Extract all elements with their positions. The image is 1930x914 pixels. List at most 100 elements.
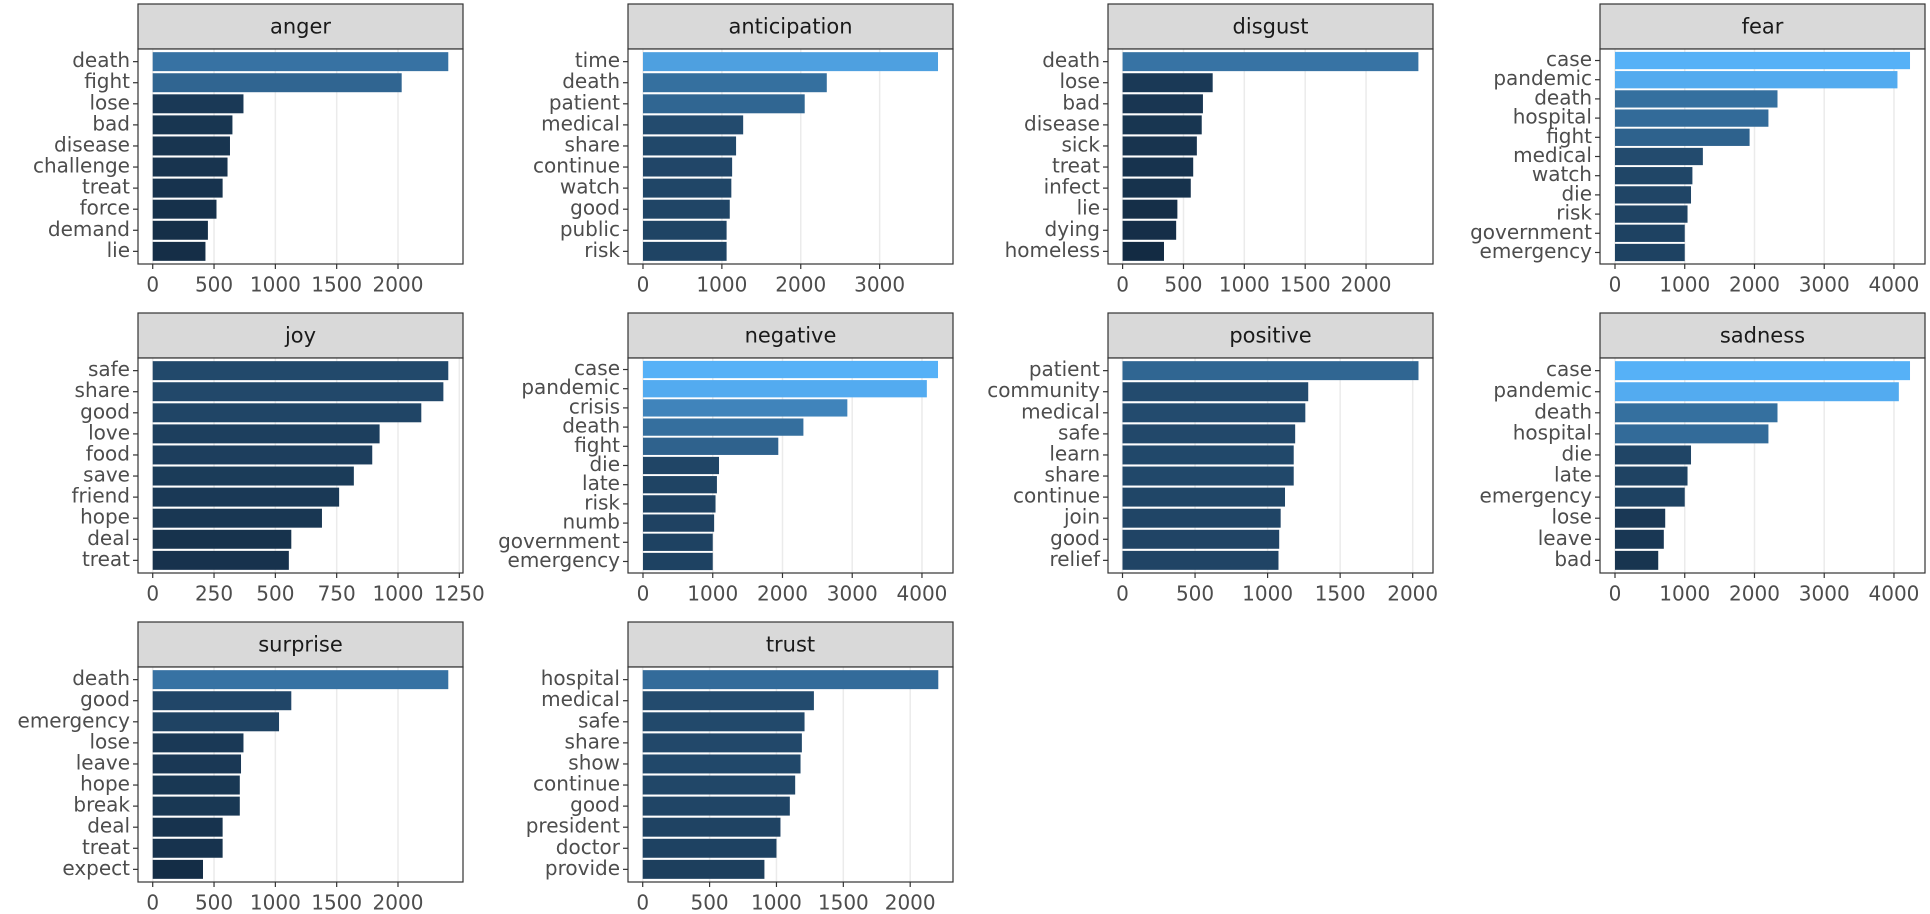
bar [152,52,449,72]
y-tick-label: learn [1049,441,1100,465]
y-tick-label: deal [87,814,130,838]
x-tick-label: 0 [1609,582,1622,606]
x-tick-label: 3000 [854,273,905,297]
bar [642,495,716,513]
x-tick-label: 1000 [751,891,802,914]
bar [152,733,244,753]
bar [1122,466,1294,486]
bar [152,73,402,93]
bar [1614,382,1899,402]
bar [152,775,240,795]
y-tick-label: community [987,378,1100,402]
bar [1122,361,1419,381]
x-tick-label: 2000 [775,273,826,297]
bar [1614,109,1769,127]
x-tick-label: 0 [146,273,159,297]
y-tick-label: force [80,196,130,220]
x-tick-label: 250 [195,582,233,606]
bar [1122,241,1164,261]
y-tick-label: lie [107,238,130,262]
bar [642,399,848,417]
bar [152,466,354,486]
bar [642,691,814,711]
strip [137,3,464,50]
y-tick-label: treat [82,835,130,859]
y-tick-label: death [562,69,620,93]
bar [152,838,223,858]
y-tick-label: death [1042,48,1100,72]
x-tick-label: 1000 [250,891,301,914]
x-tick-label: 1500 [1280,273,1331,297]
bar [152,859,203,879]
bar [152,115,233,135]
bar [152,403,422,423]
x-tick-label: 2000 [373,891,424,914]
x-tick-label: 500 [195,273,233,297]
panel-title: anger [270,15,331,39]
x-tick-label: 3000 [1799,273,1850,297]
panel-border [1107,48,1434,265]
bar [152,550,289,570]
bar [1122,508,1281,528]
y-tick-label: lose [1059,69,1100,93]
bar [642,73,827,93]
y-tick-label: emergency [1480,239,1593,263]
x-tick-label: 1500 [818,891,869,914]
x-tick-label: 750 [318,582,356,606]
y-tick-label: share [75,378,130,402]
bar [1614,529,1664,549]
bar [1122,220,1177,240]
bar [642,418,804,436]
x-tick-label: 1000 [1659,273,1710,297]
bar [1614,424,1769,444]
panel-title: sadness [1720,324,1805,348]
panel-title: joy [284,324,316,348]
y-tick-label: continue [533,154,620,178]
y-tick-label: emergency [508,548,621,572]
bar [642,552,713,571]
panel-border [1599,48,1926,265]
bar [1614,224,1685,242]
y-tick-label: provide [545,856,620,880]
bar [152,220,208,240]
y-tick-label: hospital [1513,420,1592,444]
x-tick-label: 0 [637,273,650,297]
x-tick-label: 4000 [1869,582,1920,606]
panel-border [627,666,954,883]
bar [1122,157,1194,177]
x-tick-label: 500 [1176,582,1214,606]
y-tick-label: death [1534,399,1592,423]
y-tick-label: patient [549,90,620,114]
y-tick-label: time [575,48,620,72]
y-tick-label: disease [1024,111,1100,135]
strip [137,312,464,359]
x-tick-label: 2000 [885,891,936,914]
y-tick-label: case [574,356,620,380]
y-tick-label: challenge [33,154,130,178]
y-tick-label: share [1045,463,1100,487]
bar [1614,186,1692,204]
y-tick-label: continue [1013,484,1100,508]
bar [1614,167,1693,185]
bar [642,52,939,72]
x-tick-label: 0 [146,582,159,606]
bar [152,199,217,219]
bar [152,241,206,261]
panel-title: surprise [258,633,343,657]
x-tick-label: 500 [195,891,233,914]
x-tick-label: 2000 [757,582,808,606]
y-tick-label: risk [584,238,620,262]
panel-border [137,357,464,574]
y-tick-label: pandemic [521,375,620,399]
y-tick-label: share [565,729,620,753]
bar [152,94,244,114]
bar [1122,424,1296,444]
y-tick-label: good [570,196,620,220]
y-tick-label: death [72,48,130,72]
y-tick-label: sick [1061,132,1100,156]
bar [642,241,727,261]
strip [627,3,954,50]
bar [1614,445,1692,465]
x-tick-label: 0 [1116,582,1129,606]
